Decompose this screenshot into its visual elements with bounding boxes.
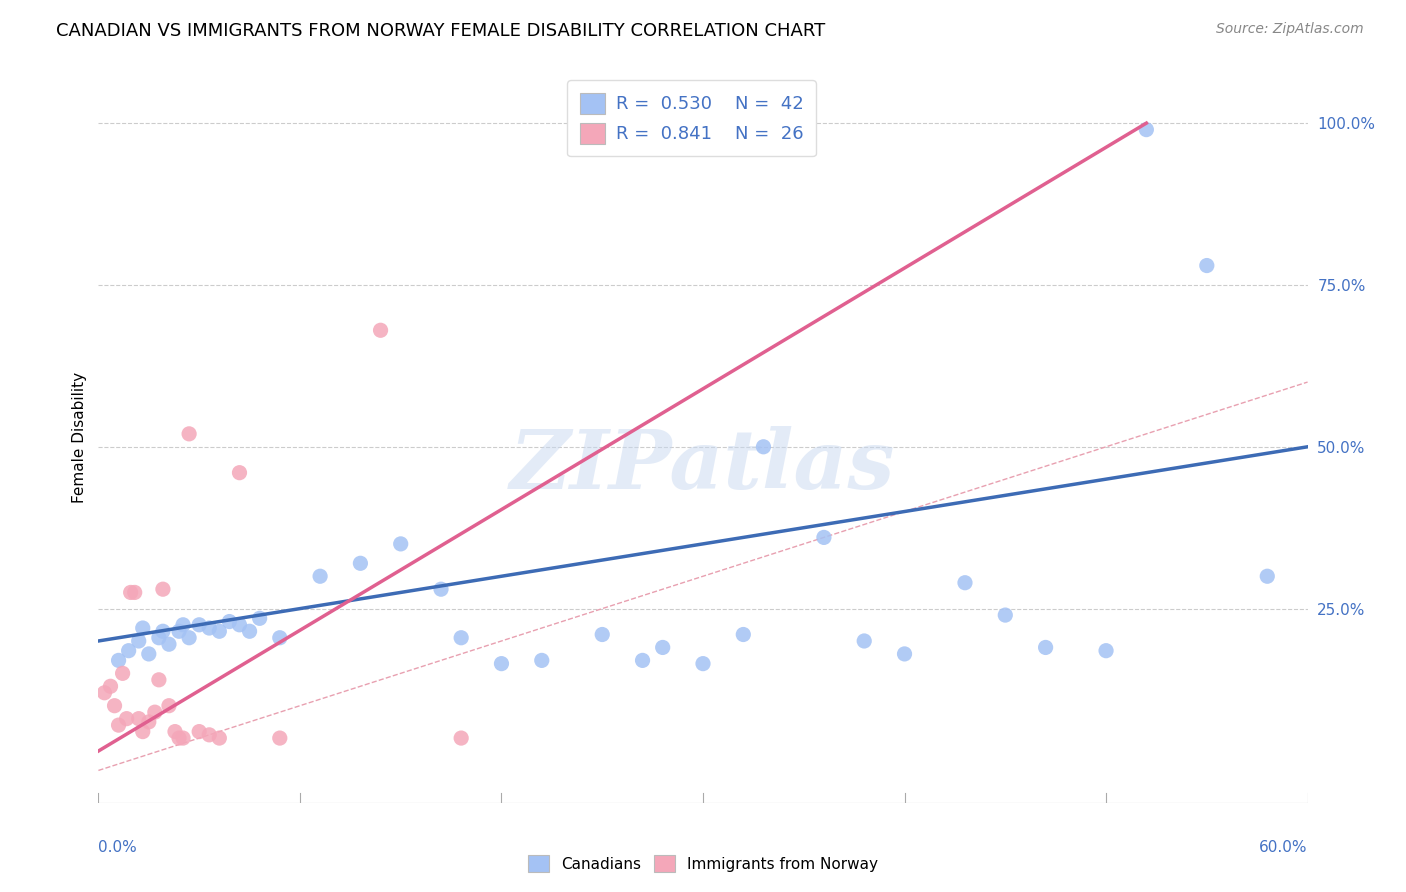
Point xyxy=(893,647,915,661)
Text: CANADIAN VS IMMIGRANTS FROM NORWAY FEMALE DISABILITY CORRELATION CHART: CANADIAN VS IMMIGRANTS FROM NORWAY FEMAL… xyxy=(56,22,825,40)
Legend: Canadians, Immigrants from Norway: Canadians, Immigrants from Norway xyxy=(520,847,886,880)
Point xyxy=(239,624,262,639)
Point xyxy=(132,621,155,635)
Point xyxy=(152,582,174,597)
Point xyxy=(111,666,134,681)
Legend: R =  0.530    N =  42, R =  0.841    N =  26: R = 0.530 N = 42, R = 0.841 N = 26 xyxy=(567,80,815,156)
Text: 60.0%: 60.0% xyxy=(1260,840,1308,855)
Point xyxy=(450,731,472,745)
Point xyxy=(198,728,221,742)
Point xyxy=(309,569,332,583)
Point xyxy=(157,637,180,651)
Point xyxy=(1135,122,1157,136)
Point xyxy=(157,698,180,713)
Point xyxy=(152,624,174,639)
Point xyxy=(167,624,190,639)
Point xyxy=(167,731,190,745)
Point xyxy=(107,653,129,667)
Point xyxy=(218,615,240,629)
Point xyxy=(752,440,775,454)
Point xyxy=(631,653,654,667)
Point xyxy=(115,712,138,726)
Point xyxy=(208,731,231,745)
Point xyxy=(188,617,211,632)
Point xyxy=(249,611,271,625)
Point xyxy=(269,631,291,645)
Point xyxy=(994,608,1017,623)
Point xyxy=(1256,569,1278,583)
Text: ZIPatlas: ZIPatlas xyxy=(510,426,896,507)
Point xyxy=(128,712,150,726)
Point xyxy=(93,686,115,700)
Point xyxy=(179,631,201,645)
Point xyxy=(1095,643,1118,657)
Point xyxy=(651,640,673,655)
Point xyxy=(733,627,755,641)
Point xyxy=(389,537,412,551)
Point xyxy=(188,724,211,739)
Point xyxy=(143,705,166,719)
Y-axis label: Female Disability: Female Disability xyxy=(72,371,87,503)
Point xyxy=(172,731,194,745)
Point xyxy=(1035,640,1057,655)
Point xyxy=(530,653,553,667)
Point xyxy=(813,530,835,544)
Point xyxy=(138,647,160,661)
Point xyxy=(591,627,613,641)
Point xyxy=(118,643,141,657)
Point xyxy=(430,582,453,597)
Text: 0.0%: 0.0% xyxy=(98,840,138,855)
Point xyxy=(692,657,714,671)
Point xyxy=(198,621,221,635)
Point xyxy=(208,624,231,639)
Point xyxy=(120,585,142,599)
Point xyxy=(103,698,125,713)
Point xyxy=(132,724,155,739)
Point xyxy=(450,631,472,645)
Point xyxy=(148,673,170,687)
Point xyxy=(228,617,250,632)
Point xyxy=(138,714,160,729)
Point xyxy=(370,323,392,337)
Point xyxy=(269,731,291,745)
Point xyxy=(148,631,170,645)
Point xyxy=(124,585,146,599)
Text: Source: ZipAtlas.com: Source: ZipAtlas.com xyxy=(1216,22,1364,37)
Point xyxy=(172,617,194,632)
Point xyxy=(179,426,201,441)
Point xyxy=(163,724,186,739)
Point xyxy=(128,634,150,648)
Point xyxy=(349,557,371,571)
Point xyxy=(1195,259,1218,273)
Point xyxy=(853,634,876,648)
Point xyxy=(100,679,122,693)
Point xyxy=(491,657,513,671)
Point xyxy=(228,466,250,480)
Point xyxy=(107,718,129,732)
Point xyxy=(953,575,976,590)
